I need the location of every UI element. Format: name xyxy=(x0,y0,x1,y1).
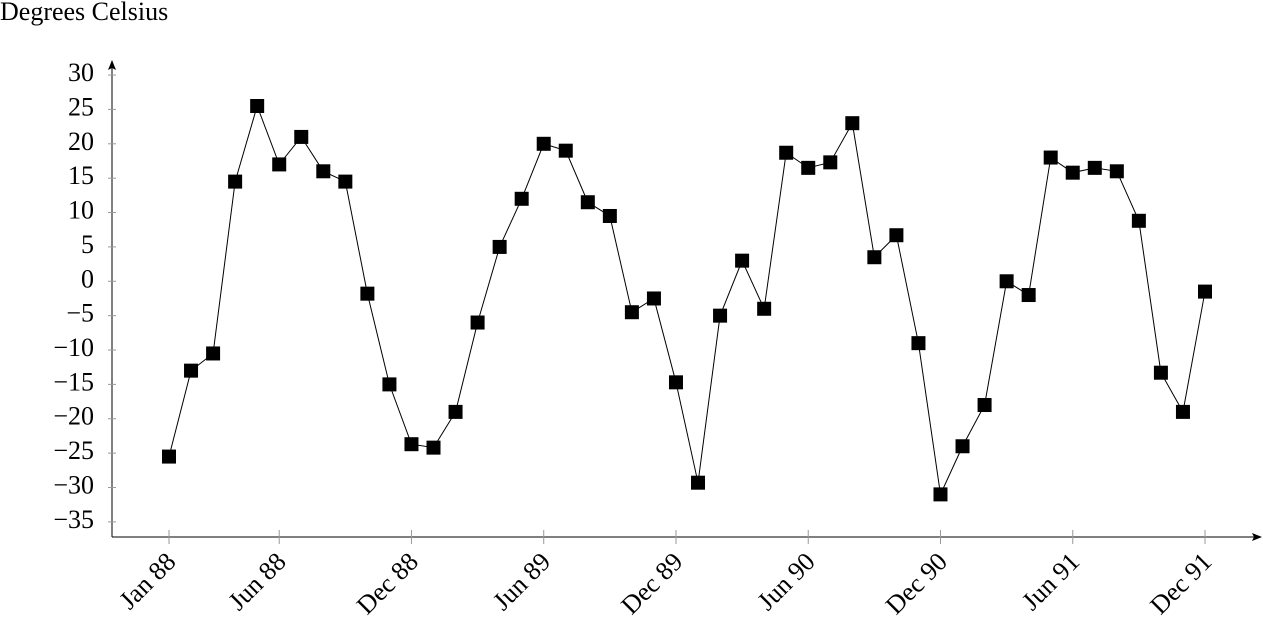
marker xyxy=(536,136,551,151)
marker xyxy=(272,157,287,172)
y-tick-label: −30 xyxy=(53,470,94,499)
marker xyxy=(514,191,529,206)
x-tick-label: Jun 90 xyxy=(752,547,821,616)
marker xyxy=(801,160,816,175)
y-tick-label: 15 xyxy=(68,161,94,190)
marker xyxy=(757,301,772,316)
marker xyxy=(1087,160,1102,175)
marker xyxy=(911,336,926,351)
marker xyxy=(779,145,794,160)
marker xyxy=(206,346,221,361)
marker xyxy=(1043,150,1058,165)
marker xyxy=(250,98,265,113)
marker xyxy=(580,195,595,210)
x-tick-label: Jun 91 xyxy=(1016,547,1085,616)
y-tick-label: −10 xyxy=(53,333,94,362)
marker xyxy=(823,155,838,170)
marker xyxy=(668,375,683,390)
marker xyxy=(845,116,860,131)
y-tick-label: 25 xyxy=(68,92,94,121)
y-tick-label: 5 xyxy=(81,230,94,259)
chart-title: Degrees Celsius xyxy=(0,0,168,26)
y-tick-label: −15 xyxy=(53,367,94,396)
marker xyxy=(602,208,617,223)
y-axis-arrow xyxy=(108,60,116,70)
y-tick-label: −35 xyxy=(53,505,94,534)
marker xyxy=(492,239,507,254)
marker xyxy=(1131,213,1146,228)
marker xyxy=(382,377,397,392)
marker xyxy=(316,164,331,179)
y-tick-label: 0 xyxy=(81,264,94,293)
y-tick-label: 30 xyxy=(68,58,94,87)
x-tick-label: Jun 88 xyxy=(223,547,292,616)
x-tick-label: Dec 88 xyxy=(351,547,424,620)
marker xyxy=(558,143,573,158)
marker xyxy=(294,129,309,144)
x-tick-label: Dec 90 xyxy=(880,547,953,620)
marker xyxy=(338,174,353,189)
x-tick-label: Dec 91 xyxy=(1144,547,1217,620)
marker xyxy=(955,439,970,454)
marker xyxy=(1153,365,1168,380)
marker xyxy=(713,308,728,323)
x-tick-label: Jun 89 xyxy=(487,547,556,616)
y-tick-label: −5 xyxy=(66,299,94,328)
marker xyxy=(184,363,199,378)
marker xyxy=(624,305,639,320)
y-tick-label: 20 xyxy=(68,127,94,156)
marker xyxy=(162,449,176,464)
marker xyxy=(228,174,243,189)
marker xyxy=(1065,165,1080,180)
marker xyxy=(404,437,419,452)
marker xyxy=(691,475,706,490)
marker xyxy=(977,398,992,413)
y-tick-label: −25 xyxy=(53,436,94,465)
marker xyxy=(426,440,441,455)
y-tick-label: −20 xyxy=(53,402,94,431)
marker xyxy=(1198,284,1212,299)
x-tick-label: Dec 89 xyxy=(615,547,688,620)
marker xyxy=(735,253,750,268)
x-tick-label: Jan 88 xyxy=(113,547,181,615)
marker xyxy=(448,404,463,419)
y-tick-label: 10 xyxy=(68,196,94,225)
marker xyxy=(360,286,375,301)
marker xyxy=(1021,288,1036,303)
x-axis-arrow xyxy=(1252,533,1262,541)
marker xyxy=(646,291,661,306)
marker xyxy=(999,274,1014,289)
marker xyxy=(470,315,485,330)
marker xyxy=(889,228,904,243)
marker xyxy=(1175,404,1190,419)
marker xyxy=(1109,164,1124,179)
marker xyxy=(933,487,948,502)
marker xyxy=(867,250,882,265)
